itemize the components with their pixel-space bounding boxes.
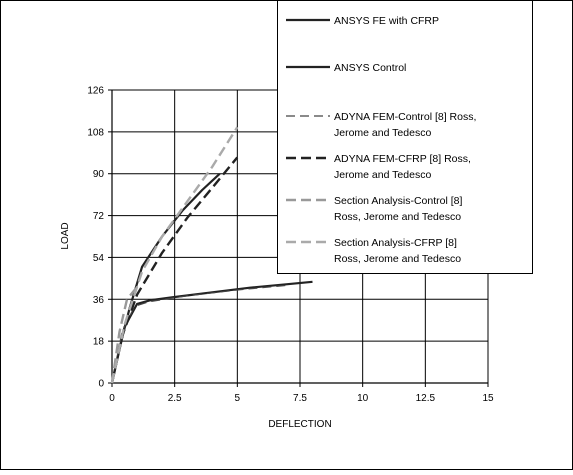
x-tick-label: 15	[482, 393, 494, 404]
axes	[108, 89, 489, 387]
data-series	[110, 126, 313, 384]
x-tick-label: 7.5	[293, 393, 307, 404]
legend-label: Section Analysis-CFRP [8]	[334, 237, 457, 249]
legend-label: Ross, Jerome and Tedesco	[334, 211, 461, 223]
y-tick-label: 54	[93, 253, 105, 264]
y-tick-label: 0	[98, 379, 104, 390]
legend: ANSYS FE with CFRP ANSYS Control ADYNA FEM…	[277, 0, 533, 274]
y-tick-label: 72	[93, 211, 105, 222]
x-axis-title: DEFLECTION	[268, 419, 331, 430]
legend-label: Ross, Jerome and Tedesco	[334, 253, 461, 265]
x-tick-label: 5	[235, 393, 241, 404]
x-tick-label: 0	[109, 393, 115, 404]
legend-items: ANSYS FE with CFRP ANSYS Control ADYNA FEM…	[286, 15, 476, 265]
series-line-3	[111, 284, 288, 384]
legend-label: Jerome and Tedesco	[334, 169, 431, 181]
y-tick-label: 18	[93, 337, 105, 348]
y-tick-label: 36	[93, 295, 105, 306]
x-tick-label: 10	[357, 393, 369, 404]
y-tick-label: 108	[87, 127, 104, 138]
y-tick-labels: 0 18 36 54 72 90 108 126	[87, 86, 104, 390]
y-tick-label: 126	[87, 86, 104, 97]
legend-label: ADYNA FEM-CFRP [8] Ross,	[334, 153, 471, 165]
x-tick-label: 2.5	[168, 393, 182, 404]
legend-label: ADYNA FEM-Control [8] Ross,	[334, 111, 476, 123]
legend-label: Jerome and Tedesco	[334, 127, 431, 139]
legend-label: ANSYS Control	[334, 62, 406, 74]
x-tick-label: 12.5	[416, 393, 436, 404]
y-tick-label: 90	[93, 169, 105, 180]
series-line-6	[110, 126, 239, 384]
legend-label: ANSYS FE with CFRP	[334, 15, 439, 27]
legend-box	[277, 0, 533, 274]
x-tick-labels: 0 2.5 5 7.5 10 12.5 15	[109, 393, 494, 404]
y-axis-title: LOAD	[60, 222, 71, 249]
legend-label: Section Analysis-Control [8]	[334, 195, 462, 207]
